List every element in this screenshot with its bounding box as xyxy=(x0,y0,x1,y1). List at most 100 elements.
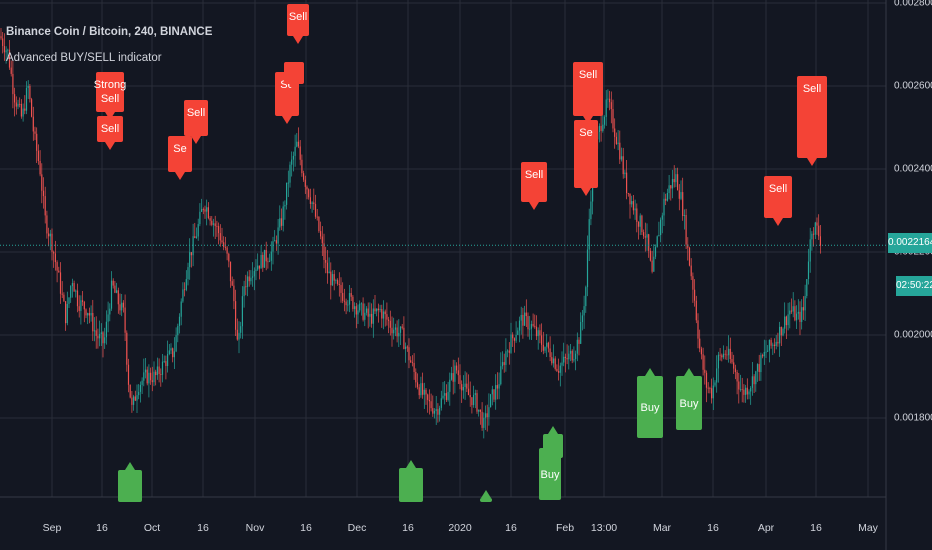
candle xyxy=(323,243,325,260)
candle xyxy=(651,260,653,272)
candle xyxy=(586,249,589,288)
candle xyxy=(415,371,417,383)
candle xyxy=(741,389,743,391)
candle xyxy=(588,219,590,250)
candle xyxy=(105,321,107,338)
sell-signal-label: Sell xyxy=(579,69,597,81)
candle xyxy=(585,287,587,307)
candle xyxy=(367,308,369,317)
candle xyxy=(649,250,651,261)
candle xyxy=(87,313,89,316)
candle xyxy=(534,325,536,327)
candle xyxy=(286,182,288,205)
candle xyxy=(202,209,204,210)
candle xyxy=(223,242,225,247)
candle xyxy=(583,306,585,316)
candle xyxy=(699,338,701,349)
candle xyxy=(83,302,85,310)
candle xyxy=(75,290,77,292)
x-tick-label: Sep xyxy=(42,522,62,534)
candle xyxy=(558,371,560,373)
sell-signal-label: Sell xyxy=(101,123,119,135)
candle xyxy=(180,301,182,317)
candle xyxy=(496,385,498,389)
candle xyxy=(665,198,667,201)
candle xyxy=(799,311,801,322)
candle xyxy=(177,325,179,336)
candle xyxy=(289,164,291,183)
candle xyxy=(525,312,527,317)
candle xyxy=(350,293,352,297)
candle xyxy=(440,398,442,408)
candle xyxy=(539,330,541,336)
candle xyxy=(229,261,232,282)
x-tick-label: Apr xyxy=(757,522,775,534)
candle xyxy=(263,249,266,268)
candle xyxy=(762,355,764,357)
candle xyxy=(428,399,430,402)
candle xyxy=(654,247,657,257)
candle xyxy=(382,311,385,319)
candle xyxy=(88,313,90,316)
candle xyxy=(629,193,631,205)
candle xyxy=(31,99,33,117)
candle xyxy=(236,329,238,340)
candle xyxy=(556,368,558,372)
candle xyxy=(620,156,623,160)
candle xyxy=(661,215,663,220)
candle xyxy=(206,207,208,212)
candle xyxy=(173,351,175,358)
candle xyxy=(304,179,306,187)
candle xyxy=(68,297,70,304)
indicator-name[interactable]: Advanced BUY/SELL indicator xyxy=(6,52,162,64)
candle xyxy=(714,382,716,386)
candle xyxy=(767,350,769,352)
candle xyxy=(406,346,408,348)
candle xyxy=(19,103,21,105)
candle xyxy=(280,218,283,226)
chart-title[interactable]: Binance Coin / Bitcoin, 240, BINANCE xyxy=(6,26,213,38)
buy-signal-box xyxy=(118,470,142,502)
candle xyxy=(182,289,184,302)
candle xyxy=(163,361,165,362)
candle xyxy=(716,368,718,383)
candle xyxy=(813,233,815,235)
sell-signal-arrow xyxy=(191,136,201,144)
buy-signal-arrow xyxy=(406,460,416,468)
candle xyxy=(685,214,687,245)
candle xyxy=(326,262,328,274)
candle xyxy=(185,279,187,290)
candle xyxy=(61,293,63,295)
candle xyxy=(71,283,73,287)
candle xyxy=(513,338,515,341)
candle xyxy=(34,131,36,134)
candle xyxy=(82,300,84,303)
sell-signal-box xyxy=(184,100,208,136)
candle xyxy=(697,320,699,339)
candle xyxy=(292,155,294,160)
candle xyxy=(167,354,169,367)
candle xyxy=(568,353,570,360)
candle xyxy=(325,259,327,263)
candle xyxy=(488,407,490,418)
candle xyxy=(338,283,340,285)
candle xyxy=(418,387,420,396)
candle xyxy=(348,293,351,305)
candle xyxy=(372,308,374,324)
candle xyxy=(512,334,514,339)
candle xyxy=(683,214,685,216)
candle xyxy=(257,265,259,270)
candle xyxy=(678,190,680,199)
candle xyxy=(675,174,677,183)
buy-signal-arrow xyxy=(684,368,694,376)
candle xyxy=(255,269,257,271)
candle xyxy=(705,372,708,388)
candle xyxy=(197,224,199,237)
candle xyxy=(7,49,9,51)
candle xyxy=(748,391,750,395)
candle xyxy=(76,290,79,307)
candle xyxy=(733,362,735,369)
candle xyxy=(399,326,402,333)
candle xyxy=(275,240,277,244)
